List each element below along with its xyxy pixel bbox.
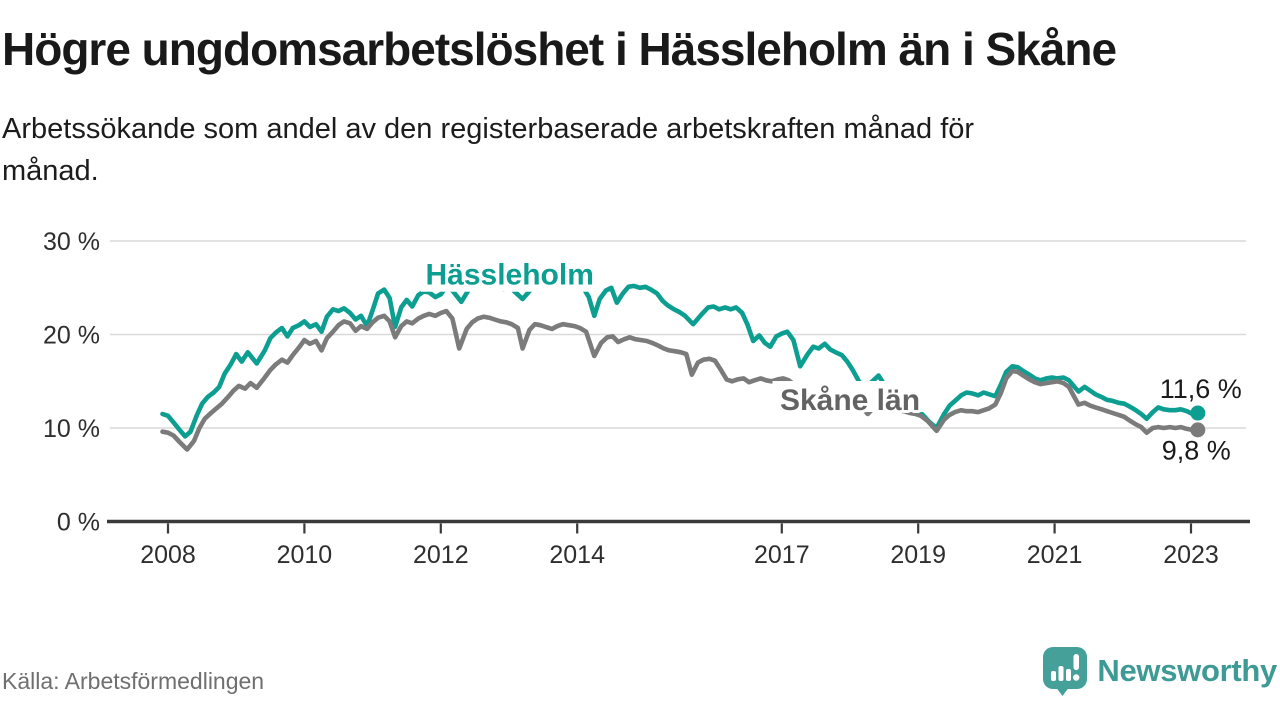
y-tick-label-10pct: 10 % <box>43 415 100 443</box>
x-tick-label-2014: 2014 <box>549 541 605 569</box>
y-tick-label-30pct: 30 % <box>43 228 100 256</box>
x-tick-label-2023: 2023 <box>1163 541 1219 569</box>
series-end-dot-hassleholm <box>1190 405 1206 421</box>
chart-subtitle: Arbetssökande som andel av den registerb… <box>2 108 974 192</box>
end-value-label-skane-lan: 9,8 % <box>1162 435 1231 465</box>
newsworthy-logo: Newsworthy <box>1042 646 1277 696</box>
newsworthy-logo-text: Newsworthy <box>1097 653 1277 688</box>
x-tick-label-2019: 2019 <box>890 541 946 569</box>
series-label-halo-hassleholm <box>420 253 599 292</box>
chart-title: Högre ungdomsarbetslöshet i Hässleholm ä… <box>2 23 1117 75</box>
chart-subtitle-line-2: månad. <box>2 155 99 188</box>
x-tick-label-2008: 2008 <box>140 541 196 569</box>
series-line-skane-lan <box>160 308 1201 452</box>
series-line-hassleholm <box>160 277 1201 439</box>
x-tick-label-2010: 2010 <box>277 541 333 569</box>
x-tick-label-2012: 2012 <box>413 541 469 569</box>
series-label-halo-skane-lan <box>772 381 928 413</box>
y-tick-label-0pct: 0 % <box>57 509 100 537</box>
x-tick-label-2021: 2021 <box>1027 541 1083 569</box>
series-label-skane-lan: Skåne län <box>780 384 920 417</box>
series-end-dot-skane-lan <box>1190 422 1206 438</box>
newsworthy-logo-icon <box>1043 647 1088 696</box>
series-label-hassleholm: Hässleholm <box>425 259 593 292</box>
chart-subtitle-line-1: Arbetssökande som andel av den registerb… <box>2 113 975 145</box>
source-note: Källa: Arbetsförmedlingen <box>2 668 265 694</box>
line-chart: 2008 2010 2012 2014 2017 2019 2021 2023 0 % 10 % 2… <box>43 228 1250 569</box>
x-tick-label-2017: 2017 <box>754 541 810 569</box>
y-tick-label-20pct: 20 % <box>43 322 100 350</box>
end-value-label-hassleholm: 11,6 % <box>1160 374 1242 404</box>
